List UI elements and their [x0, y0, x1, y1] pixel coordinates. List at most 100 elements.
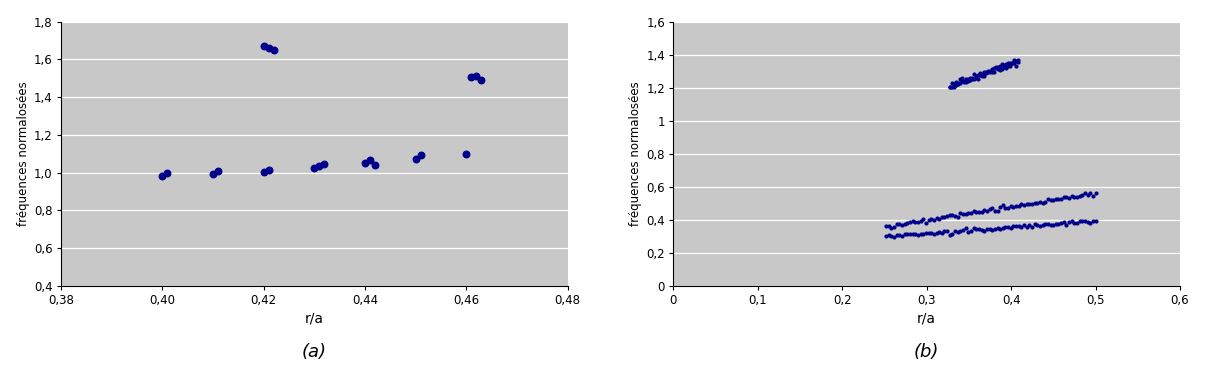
- Point: [1025, 221, 1044, 227]
- Point: [970, 226, 989, 232]
- Point: [877, 223, 896, 229]
- Point: [1041, 222, 1060, 229]
- Point: [1005, 57, 1024, 63]
- Point: [971, 70, 990, 76]
- Point: [1003, 204, 1023, 210]
- Point: [977, 70, 996, 76]
- Point: [406, 156, 426, 162]
- Point: [1085, 218, 1105, 224]
- Point: [1008, 59, 1028, 65]
- Y-axis label: fréquences normalosées: fréquences normalosées: [17, 81, 30, 226]
- Point: [1002, 59, 1021, 66]
- Point: [993, 61, 1012, 67]
- Point: [1014, 222, 1034, 229]
- Point: [1078, 219, 1097, 225]
- Point: [962, 75, 982, 81]
- Point: [1006, 63, 1025, 69]
- Point: [908, 218, 927, 225]
- Point: [960, 74, 979, 81]
- Point: [884, 234, 903, 240]
- Point: [888, 232, 907, 238]
- Point: [1030, 198, 1049, 205]
- Point: [977, 69, 996, 75]
- Point: [911, 231, 930, 237]
- Point: [1065, 194, 1084, 200]
- Point: [990, 204, 1009, 210]
- Point: [935, 227, 954, 234]
- Point: [1008, 57, 1028, 63]
- Point: [1036, 199, 1055, 205]
- Point: [943, 230, 962, 237]
- Point: [1000, 59, 1019, 66]
- Point: [1038, 221, 1058, 227]
- Point: [932, 230, 952, 236]
- Point: [950, 228, 970, 234]
- Point: [1083, 218, 1102, 224]
- Point: [974, 69, 994, 75]
- Point: [254, 43, 274, 49]
- Point: [964, 208, 983, 215]
- Point: [1067, 194, 1087, 200]
- Point: [999, 61, 1018, 67]
- Point: [949, 81, 968, 87]
- Point: [990, 63, 1009, 69]
- Point: [947, 82, 966, 88]
- Point: [1062, 218, 1082, 224]
- Point: [1023, 201, 1042, 207]
- Point: [259, 167, 279, 173]
- Point: [994, 225, 1013, 231]
- Point: [943, 212, 962, 218]
- Point: [971, 73, 990, 79]
- Point: [980, 68, 1000, 74]
- Point: [994, 62, 1013, 68]
- Point: [877, 233, 896, 239]
- Point: [895, 220, 914, 227]
- Point: [989, 63, 1008, 69]
- Point: [927, 230, 947, 236]
- Point: [941, 84, 960, 90]
- Point: [956, 225, 976, 231]
- Point: [895, 231, 914, 237]
- Point: [949, 80, 968, 86]
- Point: [930, 229, 949, 235]
- Point: [956, 212, 976, 218]
- Point: [959, 229, 978, 235]
- Point: [950, 80, 970, 86]
- Point: [361, 157, 380, 164]
- Point: [1006, 58, 1025, 64]
- Point: [1002, 60, 1021, 66]
- Point: [1070, 193, 1089, 200]
- Point: [153, 173, 172, 179]
- Point: [897, 231, 917, 237]
- Point: [996, 224, 1015, 230]
- Point: [974, 73, 994, 80]
- Point: [1001, 225, 1020, 231]
- Point: [1078, 192, 1097, 198]
- Point: [972, 209, 991, 215]
- Point: [1028, 222, 1047, 228]
- Point: [977, 208, 996, 215]
- Point: [1014, 201, 1034, 208]
- Point: [990, 67, 1009, 73]
- Point: [972, 73, 991, 80]
- Point: [965, 71, 984, 77]
- Point: [1030, 223, 1049, 229]
- Point: [987, 65, 1006, 71]
- Point: [961, 210, 980, 216]
- Point: [1043, 222, 1062, 228]
- Point: [884, 223, 903, 230]
- Point: [996, 205, 1015, 212]
- Point: [946, 229, 965, 235]
- Text: (a): (a): [302, 343, 327, 361]
- Point: [987, 64, 1006, 70]
- Point: [972, 71, 991, 77]
- Point: [882, 233, 901, 239]
- Point: [890, 220, 909, 227]
- Point: [1081, 220, 1100, 226]
- Point: [984, 69, 1003, 75]
- Point: [1067, 220, 1087, 226]
- Point: [950, 210, 970, 216]
- Point: [932, 213, 952, 220]
- Point: [1023, 223, 1042, 230]
- Point: [941, 232, 960, 238]
